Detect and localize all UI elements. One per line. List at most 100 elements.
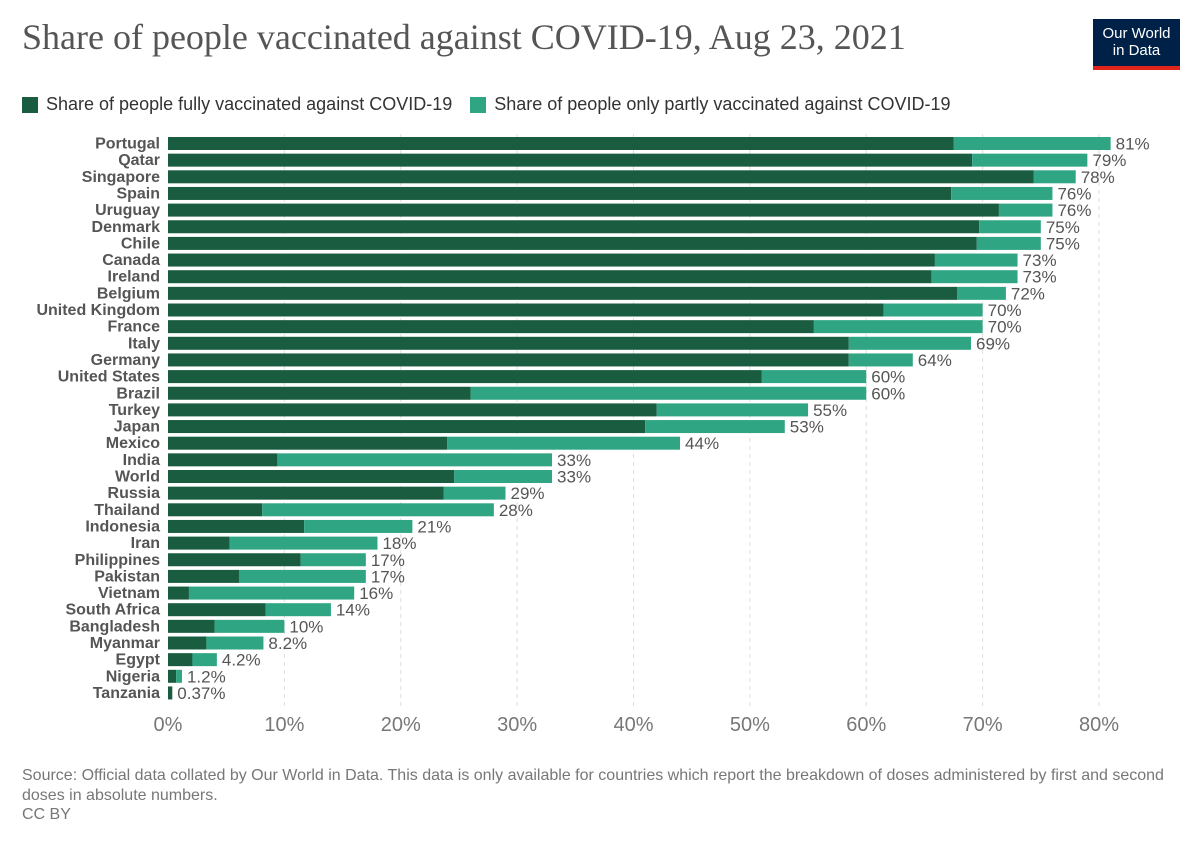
value-label: 73% [1023, 268, 1057, 287]
x-tick-label: 70% [963, 714, 1003, 736]
legend-label-partial: Share of people only partly vaccinated a… [494, 94, 951, 114]
bar-full [168, 569, 239, 583]
bar-partial [238, 569, 366, 583]
bar-partial [972, 153, 1088, 167]
bar-full [168, 403, 657, 417]
legend-item-full[interactable]: Share of people fully vaccinated against… [22, 94, 452, 115]
bar-partial [300, 553, 366, 567]
legend-swatch-full [22, 96, 38, 113]
bar-full [168, 603, 266, 617]
x-tick-label: 20% [381, 714, 421, 736]
value-label: 44% [685, 434, 719, 453]
x-tick-label: 30% [497, 714, 537, 736]
legend-swatch-partial [470, 96, 487, 113]
country-label: Russia [108, 485, 161, 502]
country-label: Uruguay [95, 202, 160, 219]
value-label: 10% [289, 617, 323, 636]
country-label: Iran [131, 535, 160, 552]
bar-full [168, 686, 173, 700]
bar-partial [262, 503, 494, 517]
bar-partial [176, 669, 182, 683]
value-label: 18% [382, 534, 416, 553]
bar-partial [957, 286, 1006, 300]
country-label: Belgium [97, 285, 160, 302]
country-label: Egypt [116, 652, 161, 669]
bar-partial [931, 270, 1018, 284]
country-label: South Africa [65, 602, 160, 619]
bar-full [168, 236, 977, 250]
x-tick-label: 0% [154, 714, 183, 736]
value-label: 14% [336, 601, 370, 620]
x-tick-label: 50% [730, 714, 770, 736]
license-note[interactable]: CC BY [22, 806, 71, 823]
bar-full [168, 386, 471, 400]
country-label: Japan [114, 419, 160, 436]
bar-partial [206, 636, 264, 650]
country-label: United States [58, 369, 160, 386]
bar-full [168, 303, 884, 317]
value-label: 21% [417, 517, 451, 536]
bar-partial [976, 236, 1041, 250]
value-label: 70% [988, 318, 1022, 337]
bar-full [168, 270, 932, 284]
bar-full [168, 186, 952, 200]
logo-line-2: in Data [1112, 42, 1161, 59]
country-label: Myanmar [90, 635, 160, 652]
country-label: Brazil [116, 385, 160, 402]
bar-full [168, 370, 762, 384]
value-label: 60% [871, 384, 905, 403]
bar-partial [883, 303, 983, 317]
x-tick-label: 40% [613, 714, 653, 736]
value-label: 0.37% [177, 684, 225, 703]
value-label: 8.2% [268, 634, 307, 653]
country-label: World [115, 469, 160, 486]
bar-partial [470, 386, 867, 400]
bar-partial [979, 220, 1041, 234]
logo-line-1: Our World [1102, 25, 1171, 42]
country-label: Canada [102, 252, 160, 269]
bar-partial [277, 453, 553, 467]
bar-full [168, 420, 646, 434]
bar-partial [998, 203, 1053, 217]
country-label: India [123, 452, 160, 469]
value-label: 70% [988, 301, 1022, 320]
bar-partial [761, 370, 867, 384]
x-tick-label: 80% [1079, 714, 1119, 736]
country-label: Indonesia [85, 518, 160, 535]
value-label: 1.2% [187, 667, 226, 686]
bar-full [168, 137, 954, 150]
value-label: 72% [1011, 284, 1045, 303]
bar-partial [848, 336, 971, 350]
value-label: 76% [1057, 184, 1091, 203]
country-label: Bangladesh [69, 618, 160, 635]
owid-logo[interactable]: Our World in Data [1093, 19, 1180, 70]
bar-full [168, 636, 207, 650]
chart-title: Share of people vaccinated against COVID… [22, 17, 906, 57]
bar-partial [953, 137, 1111, 150]
legend-label-full: Share of people fully vaccinated against… [46, 94, 453, 114]
bar-partial [454, 470, 553, 483]
source-note: Source: Official data collated by Our Wo… [22, 767, 1164, 804]
country-label: Denmark [92, 219, 161, 236]
country-label: Thailand [94, 502, 160, 519]
country-label: Chile [121, 235, 160, 252]
country-label: Qatar [118, 152, 160, 169]
value-label: 17% [371, 551, 405, 570]
bar-partial [1033, 170, 1076, 184]
country-label: Ireland [108, 269, 160, 286]
bar-full [168, 336, 849, 350]
bar-full [168, 619, 215, 633]
value-label: 81% [1116, 135, 1150, 154]
bar-full [168, 203, 999, 217]
x-tick-label: 60% [846, 714, 886, 736]
country-label: Italy [128, 335, 160, 352]
bar-partial [192, 653, 217, 667]
bar-full [168, 153, 973, 167]
legend-item-partial[interactable]: Share of people only partly vaccinated a… [470, 94, 951, 115]
value-label: 75% [1046, 218, 1080, 237]
bar-full [168, 436, 448, 450]
bar-partial [188, 586, 355, 600]
country-label: Turkey [109, 402, 160, 419]
value-label: 78% [1081, 168, 1115, 187]
bar-full [168, 320, 814, 334]
